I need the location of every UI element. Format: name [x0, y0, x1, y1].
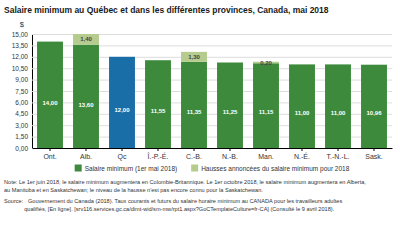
title: Salaire minimum au Québec et dans les di…	[4, 5, 329, 15]
bar	[325, 64, 351, 65]
x-tick-label: Qc	[118, 153, 127, 161]
bar	[217, 62, 243, 63]
legend-item: Hausses annoncées du salaire minimum pou…	[191, 165, 350, 173]
data-label: 11,00	[295, 110, 310, 116]
y-tick-label: 13,50	[12, 42, 29, 49]
x-tick: Qc	[118, 148, 127, 161]
data-label: 0,20	[260, 60, 272, 66]
x-tick-label: Alb.	[80, 153, 92, 160]
y-tick-label: 6,00	[15, 99, 28, 106]
x-tick-label: Man.	[258, 153, 274, 160]
x-tick: Man.	[258, 148, 274, 160]
bar	[109, 56, 135, 57]
x-tick-label: N.-B.	[222, 153, 238, 160]
x-tick: Alb.	[80, 148, 92, 160]
x-tick: C.-B.	[186, 148, 202, 160]
bar	[253, 63, 279, 148]
x-tick: N.-B.	[222, 148, 238, 160]
tick-mark	[338, 148, 339, 151]
bar	[289, 64, 315, 65]
x-tick: N.-É.	[294, 148, 310, 160]
x-tick-label: Ont.	[43, 153, 56, 160]
x-tick: Ont.	[43, 148, 56, 160]
legend-item: Salaire minimum (1er mai 2018)	[75, 165, 177, 173]
tick-mark	[194, 148, 195, 151]
data-label: 1,40	[80, 36, 92, 42]
tick-mark	[158, 148, 159, 151]
y-tick-label: 9,00	[15, 76, 28, 83]
bars	[37, 34, 387, 148]
x-tick-label: Sask.	[365, 153, 383, 160]
data-label: 14,00	[42, 100, 58, 106]
y-label: $	[20, 20, 25, 29]
y-tick: 15,00	[12, 31, 392, 38]
data-label: 11,55	[151, 108, 166, 114]
data-label: 10,96	[366, 110, 382, 116]
data-label: 11,35	[187, 109, 202, 115]
data-labels: 14,00 13,60 12,00 11,55 11,35 11,25 11,15 11,00…	[42, 36, 382, 116]
y-tick-label: 15,00	[12, 31, 29, 38]
tick-mark	[50, 148, 51, 151]
series	[73, 34, 279, 63]
bar	[37, 41, 63, 42]
data-label: 11,25	[223, 109, 238, 115]
data-label: 11,15	[259, 109, 274, 115]
y-tick-label: 7,50	[15, 88, 28, 95]
bar	[145, 60, 171, 148]
bar	[37, 42, 63, 148]
tick-mark	[302, 148, 303, 151]
bar	[73, 34, 99, 45]
x-tick-label: C.-B.	[186, 153, 202, 160]
bar	[325, 64, 351, 148]
y-tick-label: 10,50	[12, 65, 29, 72]
bar	[181, 62, 207, 148]
legend-swatch	[191, 165, 198, 172]
x-tick: Î.-P.-É.	[147, 148, 169, 160]
series	[37, 42, 387, 148]
data-label: 12,00	[114, 107, 130, 113]
chart: Salaire minimum au Québec et dans les di…	[0, 0, 400, 233]
y-tick-label: 12,00	[12, 53, 29, 60]
bar	[109, 57, 135, 148]
bar	[217, 63, 243, 149]
bar	[361, 64, 387, 65]
y-tick-label: 1,50	[15, 133, 28, 140]
x-axis: Ont. Alb. Qc Î.-P.-É. C.-B. N.-B. Man. N.-É. T.-…	[33, 148, 393, 161]
tick-mark	[122, 148, 123, 151]
annotation: Note: Le 1er juin 2018, le salaire minim…	[4, 179, 366, 185]
annotation: qualifiés, [En ligne]. [srv116.services.…	[4, 206, 335, 212]
x-tick: Sask.	[365, 148, 383, 160]
data-label: 13,60	[78, 102, 94, 108]
x-tick-label: N.-É.	[294, 152, 310, 160]
tick-mark	[230, 148, 231, 151]
x-tick: T.-N.-L.	[327, 148, 350, 160]
y-tick-label: 0,00	[15, 145, 28, 152]
bar	[145, 60, 171, 61]
legend: Salaire minimum (1er mai 2018) Hausses an…	[75, 165, 350, 173]
plot: 0,00 1,50 3,00 4,50 6,00 7,50 9,00 10,50 12,00 13…	[12, 31, 393, 161]
data-label: 11,00	[331, 110, 346, 116]
tick-mark	[266, 148, 267, 151]
legend-label: Salaire minimum (1er mai 2018)	[85, 165, 177, 173]
bar	[361, 65, 387, 148]
tick-mark	[374, 148, 375, 151]
bar	[181, 52, 207, 62]
bar	[289, 64, 315, 148]
annotation: Source: Gouvernement du Canada (2018). T…	[4, 198, 342, 204]
x-tick-label: T.-N.-L.	[327, 153, 350, 160]
x-tick-label: Î.-P.-É.	[147, 152, 169, 160]
y-tick-label: 3,00	[15, 122, 28, 129]
y-axis: 0,00 1,50 3,00 4,50 6,00 7,50 9,00 10,50 12,00 13…	[12, 31, 392, 152]
data-label: 1,30	[188, 54, 200, 60]
legend-label: Hausses annoncées du salaire minimum pou…	[201, 165, 350, 173]
tick-mark	[86, 148, 87, 151]
y-tick-label: 4,50	[15, 110, 28, 117]
bar	[73, 45, 99, 148]
legend-swatch	[75, 165, 82, 172]
annotation: au Manitoba et en Saskatchewan; le nivea…	[4, 187, 263, 193]
y-tick: 13,50	[12, 42, 392, 49]
